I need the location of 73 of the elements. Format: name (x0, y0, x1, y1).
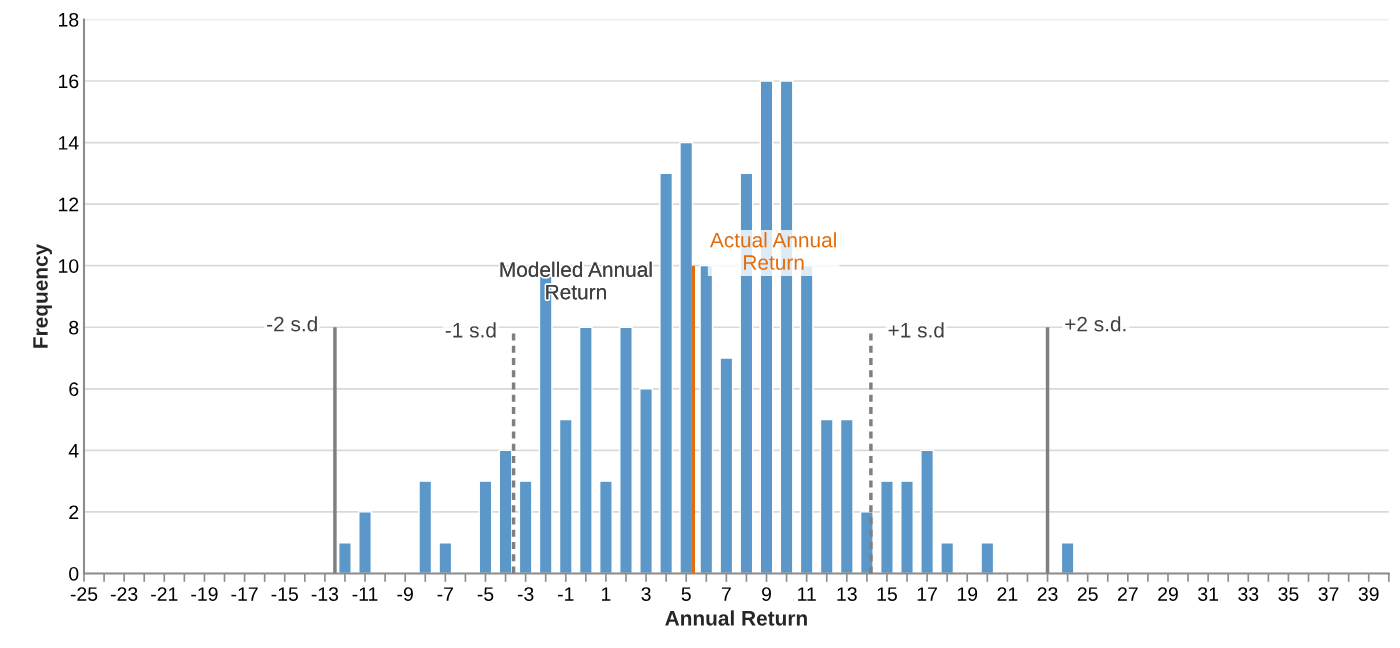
x-tick-label: -1 (557, 587, 574, 601)
x-tick-label: 7 (721, 587, 731, 601)
bar (578, 326, 593, 574)
y-tick-label: 8 (69, 320, 79, 335)
x-tick-label: 25 (1077, 587, 1098, 601)
bar (518, 480, 533, 574)
bar (498, 449, 513, 574)
bar (619, 326, 633, 574)
x-tick-label: -25 (70, 587, 98, 601)
x-tick-label: 27 (1118, 587, 1138, 601)
x-tick-label: 3 (641, 587, 651, 601)
y-tick-label: 4 (68, 444, 79, 458)
x-tick-label: 13 (837, 587, 857, 601)
x-tick-label: -17 (231, 587, 258, 601)
y-tick-label: 0 (69, 566, 79, 581)
x-tick-label: 37 (1318, 587, 1339, 601)
bar (478, 480, 493, 574)
x-tick-label: 1 (602, 587, 611, 601)
x-tick-label: 33 (1238, 587, 1259, 601)
x-tick-label: 9 (762, 587, 771, 601)
x-axis-title: Annual Return (665, 610, 807, 626)
x-tick-label: -3 (517, 587, 534, 601)
bar (880, 480, 894, 574)
bar (819, 418, 834, 574)
x-tick-label: -13 (311, 587, 339, 601)
x-tick-label: 35 (1278, 587, 1299, 601)
series-label: +2 s.d. (1065, 316, 1126, 332)
x-tick-label: -23 (110, 587, 138, 601)
bar (599, 480, 613, 574)
x-tick-label: 31 (1198, 587, 1218, 601)
bar (839, 418, 854, 574)
x-tick-label: 29 (1158, 587, 1178, 601)
series-label: Actual Annual Return (709, 232, 836, 270)
bar (438, 542, 453, 574)
bar (358, 511, 372, 574)
bar (920, 449, 935, 574)
x-tick-label: -7 (437, 587, 453, 601)
series-label: -1 s.d (445, 322, 496, 338)
series-label: +1 s.d (888, 322, 944, 338)
bar (558, 418, 573, 574)
bar (639, 388, 653, 574)
y-tick-label: 16 (59, 74, 79, 89)
x-tick-label: -15 (271, 587, 298, 601)
bar (659, 172, 674, 574)
x-tick-label: 39 (1358, 587, 1379, 601)
bar (679, 141, 694, 574)
x-tick-label: -19 (191, 587, 218, 601)
x-tick-label: 15 (877, 587, 897, 601)
x-tick-label: -21 (151, 587, 178, 601)
bar (980, 542, 995, 574)
y-axis-title: Frequency (33, 243, 52, 348)
bar (418, 480, 433, 574)
bar (940, 542, 955, 574)
y-tick-label: 10 (59, 259, 79, 273)
x-tick-label: 17 (917, 587, 937, 601)
bar (1060, 542, 1075, 574)
bar (900, 480, 914, 574)
x-tick-label: -11 (352, 587, 378, 601)
y-tick-label: 2 (69, 505, 79, 519)
y-tick-label: 12 (59, 197, 79, 212)
y-tick-label: 18 (59, 12, 79, 27)
x-tick-label: 23 (1037, 587, 1058, 601)
x-tick-label: -5 (477, 587, 494, 601)
bar (338, 542, 352, 574)
x-tick-label: 5 (681, 587, 691, 601)
y-tick-label: 6 (69, 382, 79, 397)
x-tick-label: 11 (798, 587, 816, 601)
x-tick-label: -9 (397, 587, 413, 601)
x-tick-label: 19 (957, 587, 978, 601)
bar (719, 357, 734, 574)
y-tick-label: 14 (59, 136, 79, 150)
x-tick-label: 21 (997, 587, 1018, 601)
series-label: -2 s.d (267, 316, 317, 332)
